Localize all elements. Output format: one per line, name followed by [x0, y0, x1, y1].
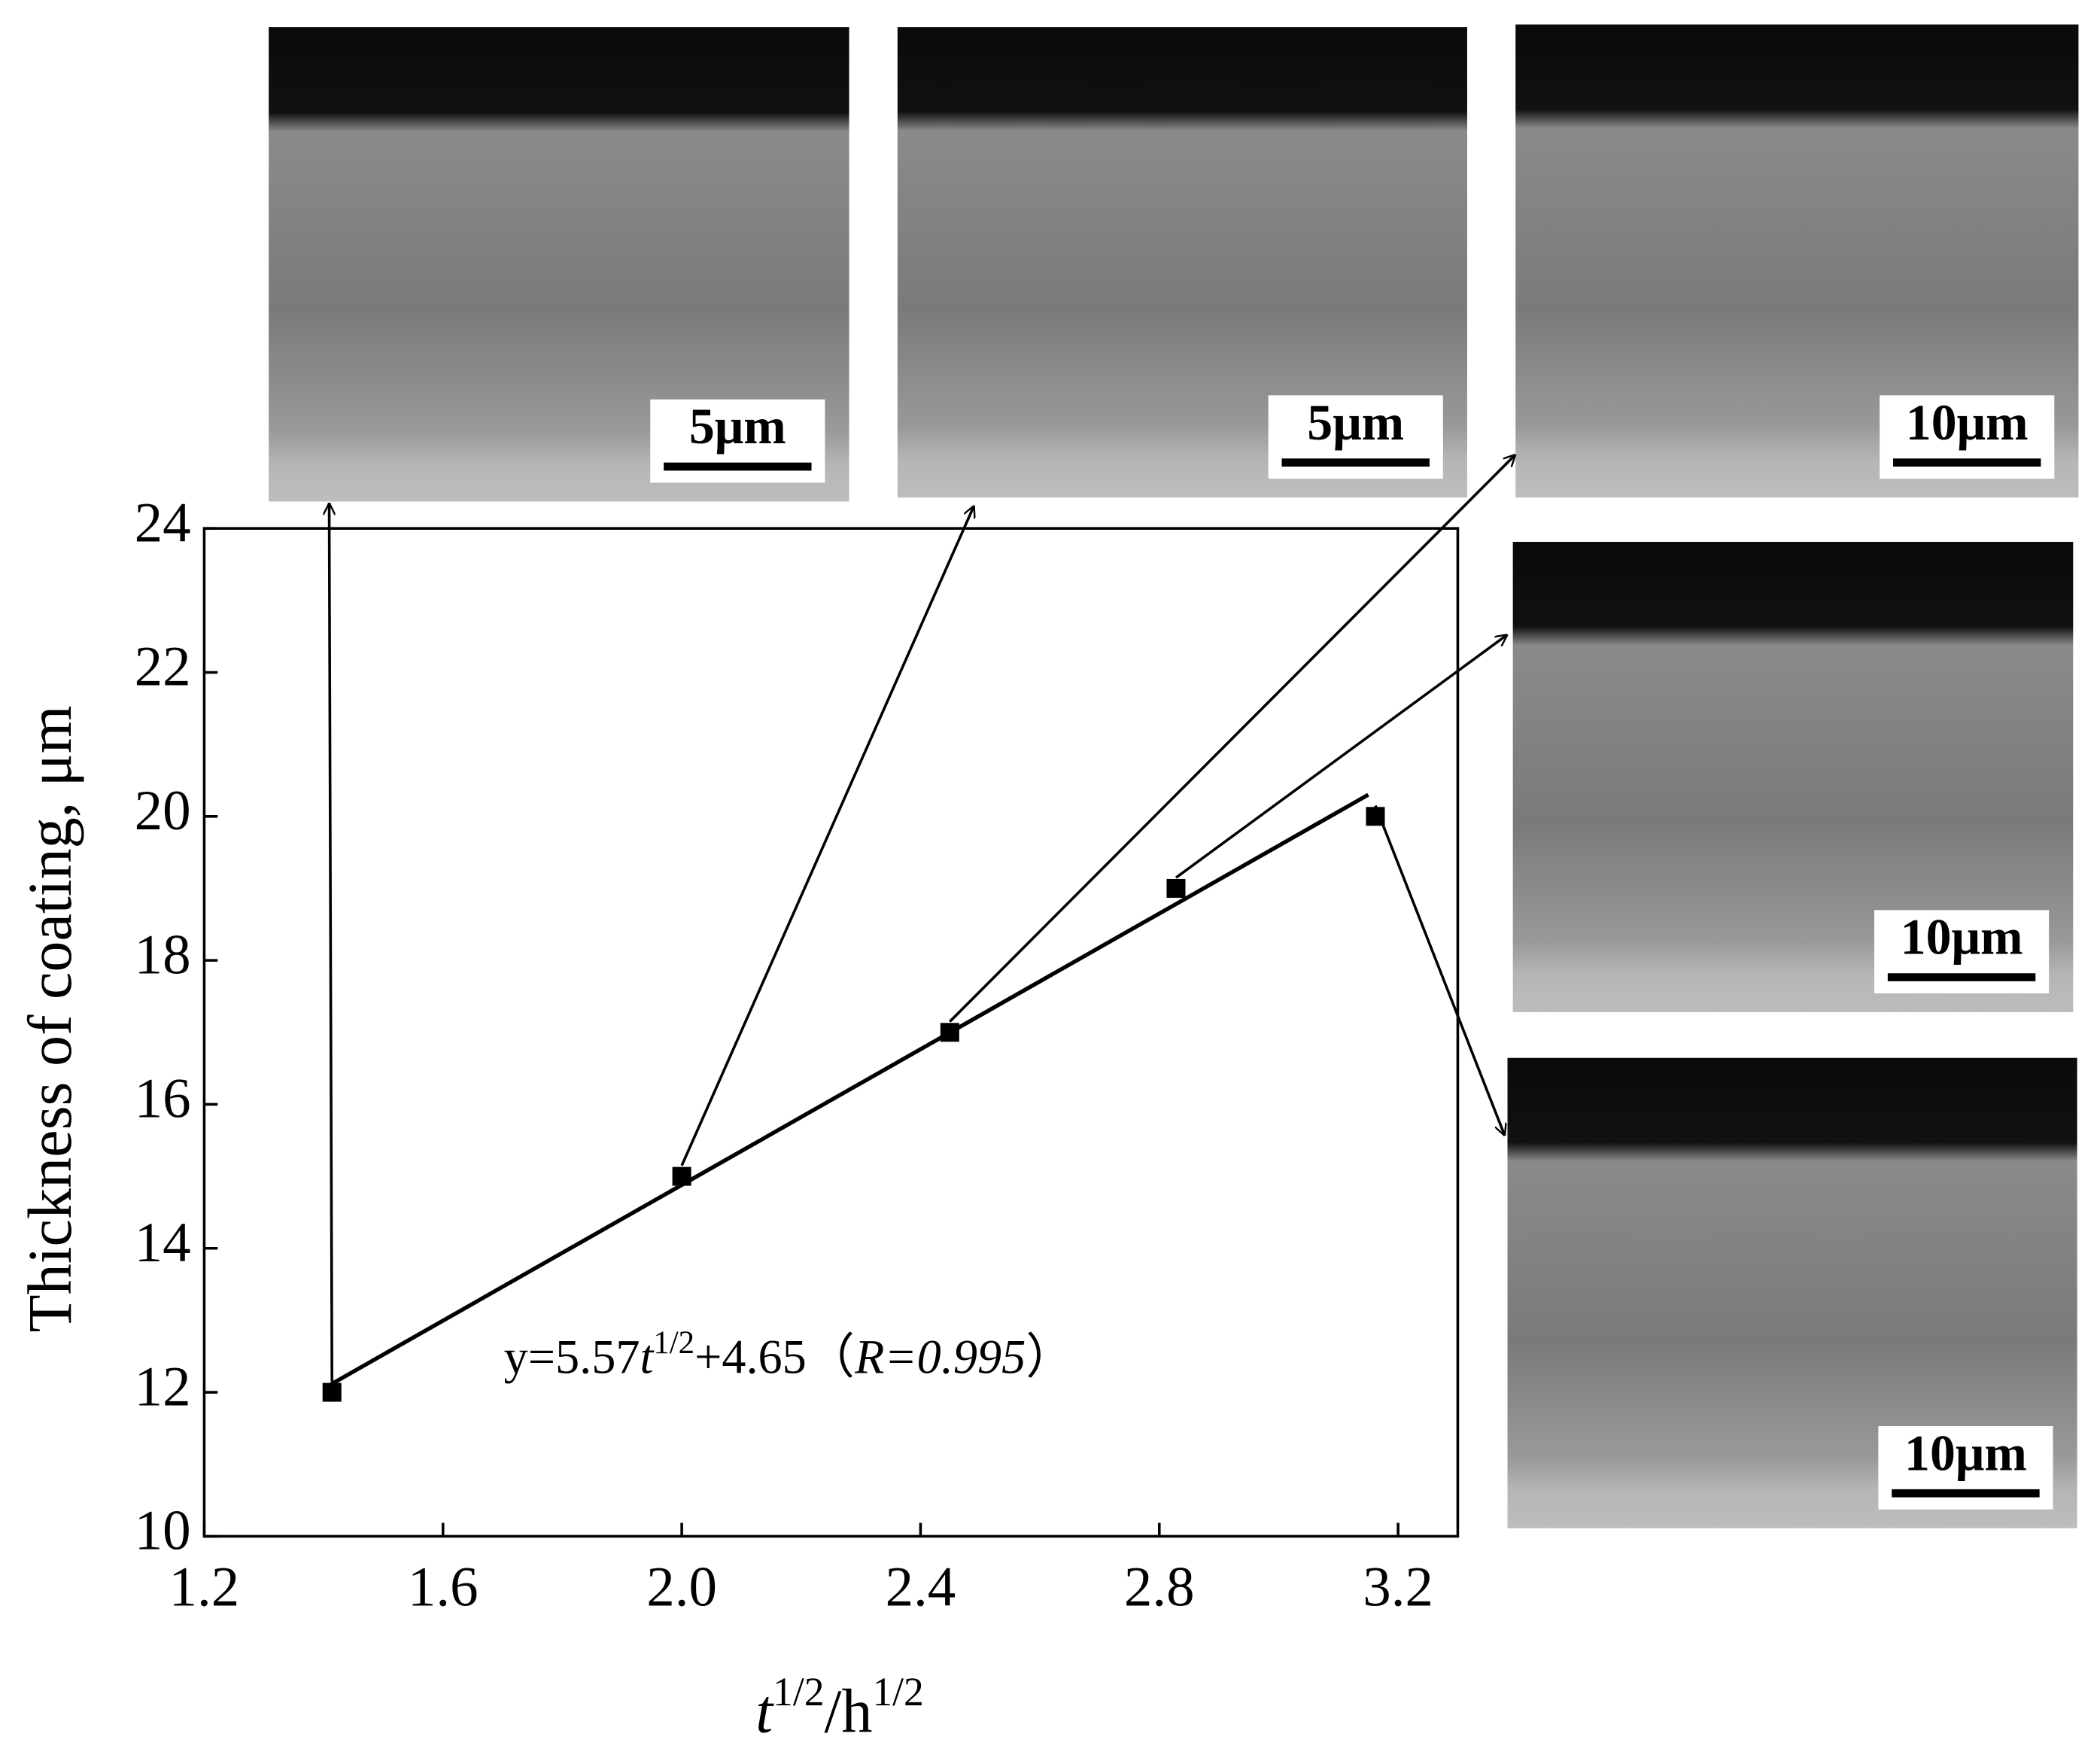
- callout-arrow: [680, 506, 974, 1166]
- data-point: [1166, 878, 1186, 898]
- x-tick-label: 3.2: [1363, 1556, 1433, 1619]
- x-label-var: t: [755, 1677, 774, 1745]
- callout-arrow: [949, 455, 1515, 1023]
- scale-bar-label: 10μm: [1901, 909, 2023, 966]
- equation-part: +4.65（: [694, 1330, 855, 1383]
- data-point: [672, 1166, 691, 1186]
- y-tick-label: 14: [135, 1212, 191, 1274]
- equation: y=5.57t1/2+4.65（R=0.995）: [504, 1325, 1074, 1383]
- y-tick-label: 24: [135, 491, 191, 554]
- x-tick-label: 2.0: [646, 1556, 717, 1619]
- scale-bar-label: 10μm: [1906, 394, 2029, 451]
- y-axis-label: Thickness of coating, μm: [16, 705, 84, 1332]
- equation-part: t: [640, 1330, 655, 1383]
- fit-line: [328, 792, 1369, 1387]
- equation-part: 1/2: [653, 1325, 694, 1361]
- scale-bar-label: 5μm: [1307, 394, 1404, 451]
- y-tick-label: 18: [135, 923, 191, 986]
- y-tick-label: 20: [135, 780, 191, 842]
- data-point: [940, 1023, 959, 1042]
- callout-arrow: [1175, 634, 1508, 879]
- data-point: [1366, 807, 1385, 826]
- scale-bar-label: 10μm: [1904, 1425, 2027, 1481]
- x-label-exp: 1/2: [773, 1669, 824, 1714]
- callout-arrow: [329, 503, 332, 1382]
- y-tick-label: 12: [135, 1355, 191, 1418]
- x-label-unit: /h: [825, 1677, 873, 1745]
- y-tick-label: 22: [135, 636, 191, 698]
- x-label-exp: 1/2: [872, 1669, 923, 1714]
- equation-part: ）: [1026, 1330, 1074, 1383]
- x-tick-label: 2.8: [1124, 1556, 1195, 1619]
- x-axis-label: t1/2/h1/2: [755, 1669, 924, 1745]
- plot-frame: [202, 527, 1460, 1538]
- y-tick-label: 16: [135, 1068, 191, 1130]
- y-tick-label: 10: [135, 1500, 191, 1562]
- scale-bar-label: 5μm: [689, 398, 786, 455]
- callout-arrow: [1374, 804, 1505, 1136]
- data-point: [322, 1382, 342, 1402]
- x-tick-label: 2.4: [886, 1556, 956, 1619]
- x-tick-label: 1.6: [408, 1556, 479, 1619]
- equation-part: R=0.995: [854, 1330, 1026, 1383]
- x-tick-label: 1.2: [169, 1556, 240, 1619]
- equation-part: y=5.57: [504, 1330, 640, 1383]
